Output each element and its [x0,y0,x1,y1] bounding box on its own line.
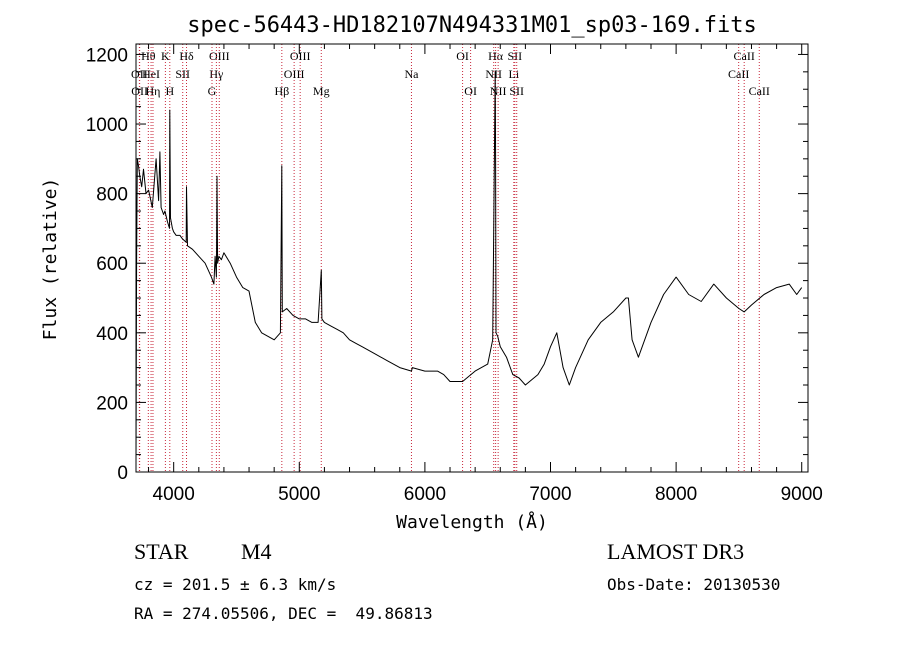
line-marker-label: SII [175,67,190,81]
line-marker-label: OI [464,84,477,98]
line-marker-label: Na [404,67,419,81]
y-tick-label: 0 [117,463,128,484]
line-marker-label: Li [508,67,519,81]
line-marker-label: SII [509,84,524,98]
line-marker-label: K [161,49,170,63]
line-marker-label: OIII [209,49,230,63]
line-marker-label: Hδ [179,49,194,63]
star-subclass: M4 [241,539,272,564]
x-tick-label: 7000 [529,484,571,505]
line-marker-label: OIII [284,67,305,81]
y-tick-label: 400 [96,324,128,345]
line-marker-label: Mg [313,84,330,98]
y-tick-label: 600 [96,254,128,275]
line-marker-label: Hγ [209,67,224,81]
line-marker-label: Hη [145,84,160,98]
line-marker-label: CaII [749,84,770,98]
observation-date: Obs-Date: 20130530 [607,575,781,594]
line-marker-label: OII [131,84,148,98]
x-axis-label: Wavelength (Å) [396,511,548,533]
y-tick-label: 200 [96,393,128,414]
line-marker-label: CaII [728,67,749,81]
line-marker-label: SII [507,49,522,63]
chart-title: spec-56443-HD182107N494331M01_sp03-169.f… [187,13,757,38]
star-class: STAR [134,539,189,564]
x-tick-label: 8000 [655,484,697,505]
y-tick-label: 800 [96,185,128,206]
line-marker-label: NII [485,67,502,81]
line-marker-label: H [165,84,174,98]
y-tick-label: 1000 [86,115,128,136]
line-marker-label: NII [490,84,507,98]
line-marker-label: Hα [488,49,504,63]
redshift-velocity: cz = 201.5 ± 6.3 km/s [134,575,337,594]
x-tick-label: 6000 [404,484,446,505]
line-marker-label: OI [456,49,469,63]
line-marker-label: CaII [734,49,755,63]
coordinates: RA = 274.05506, DEC = 49.86813 [134,604,433,623]
x-tick-label: 5000 [278,484,320,505]
y-axis-label: Flux (relative) [40,178,61,341]
line-marker-label: Hβ [274,84,289,98]
line-marker-label: G [208,84,217,98]
line-marker-label: Hθ [141,49,156,63]
line-marker-label: OIII [290,49,311,63]
x-tick-label: 9000 [781,484,823,505]
spectrum-line [135,71,803,462]
y-tick-label: 1200 [86,45,128,66]
survey-name: LAMOST DR3 [607,539,745,564]
plot-frame [135,43,809,473]
x-tick-label: 4000 [153,484,195,505]
axes: 4000 5000 6000 7000 8000 9000 0 200 400 600 800 100… [86,44,823,505]
line-marker-label: HeI [142,67,160,81]
